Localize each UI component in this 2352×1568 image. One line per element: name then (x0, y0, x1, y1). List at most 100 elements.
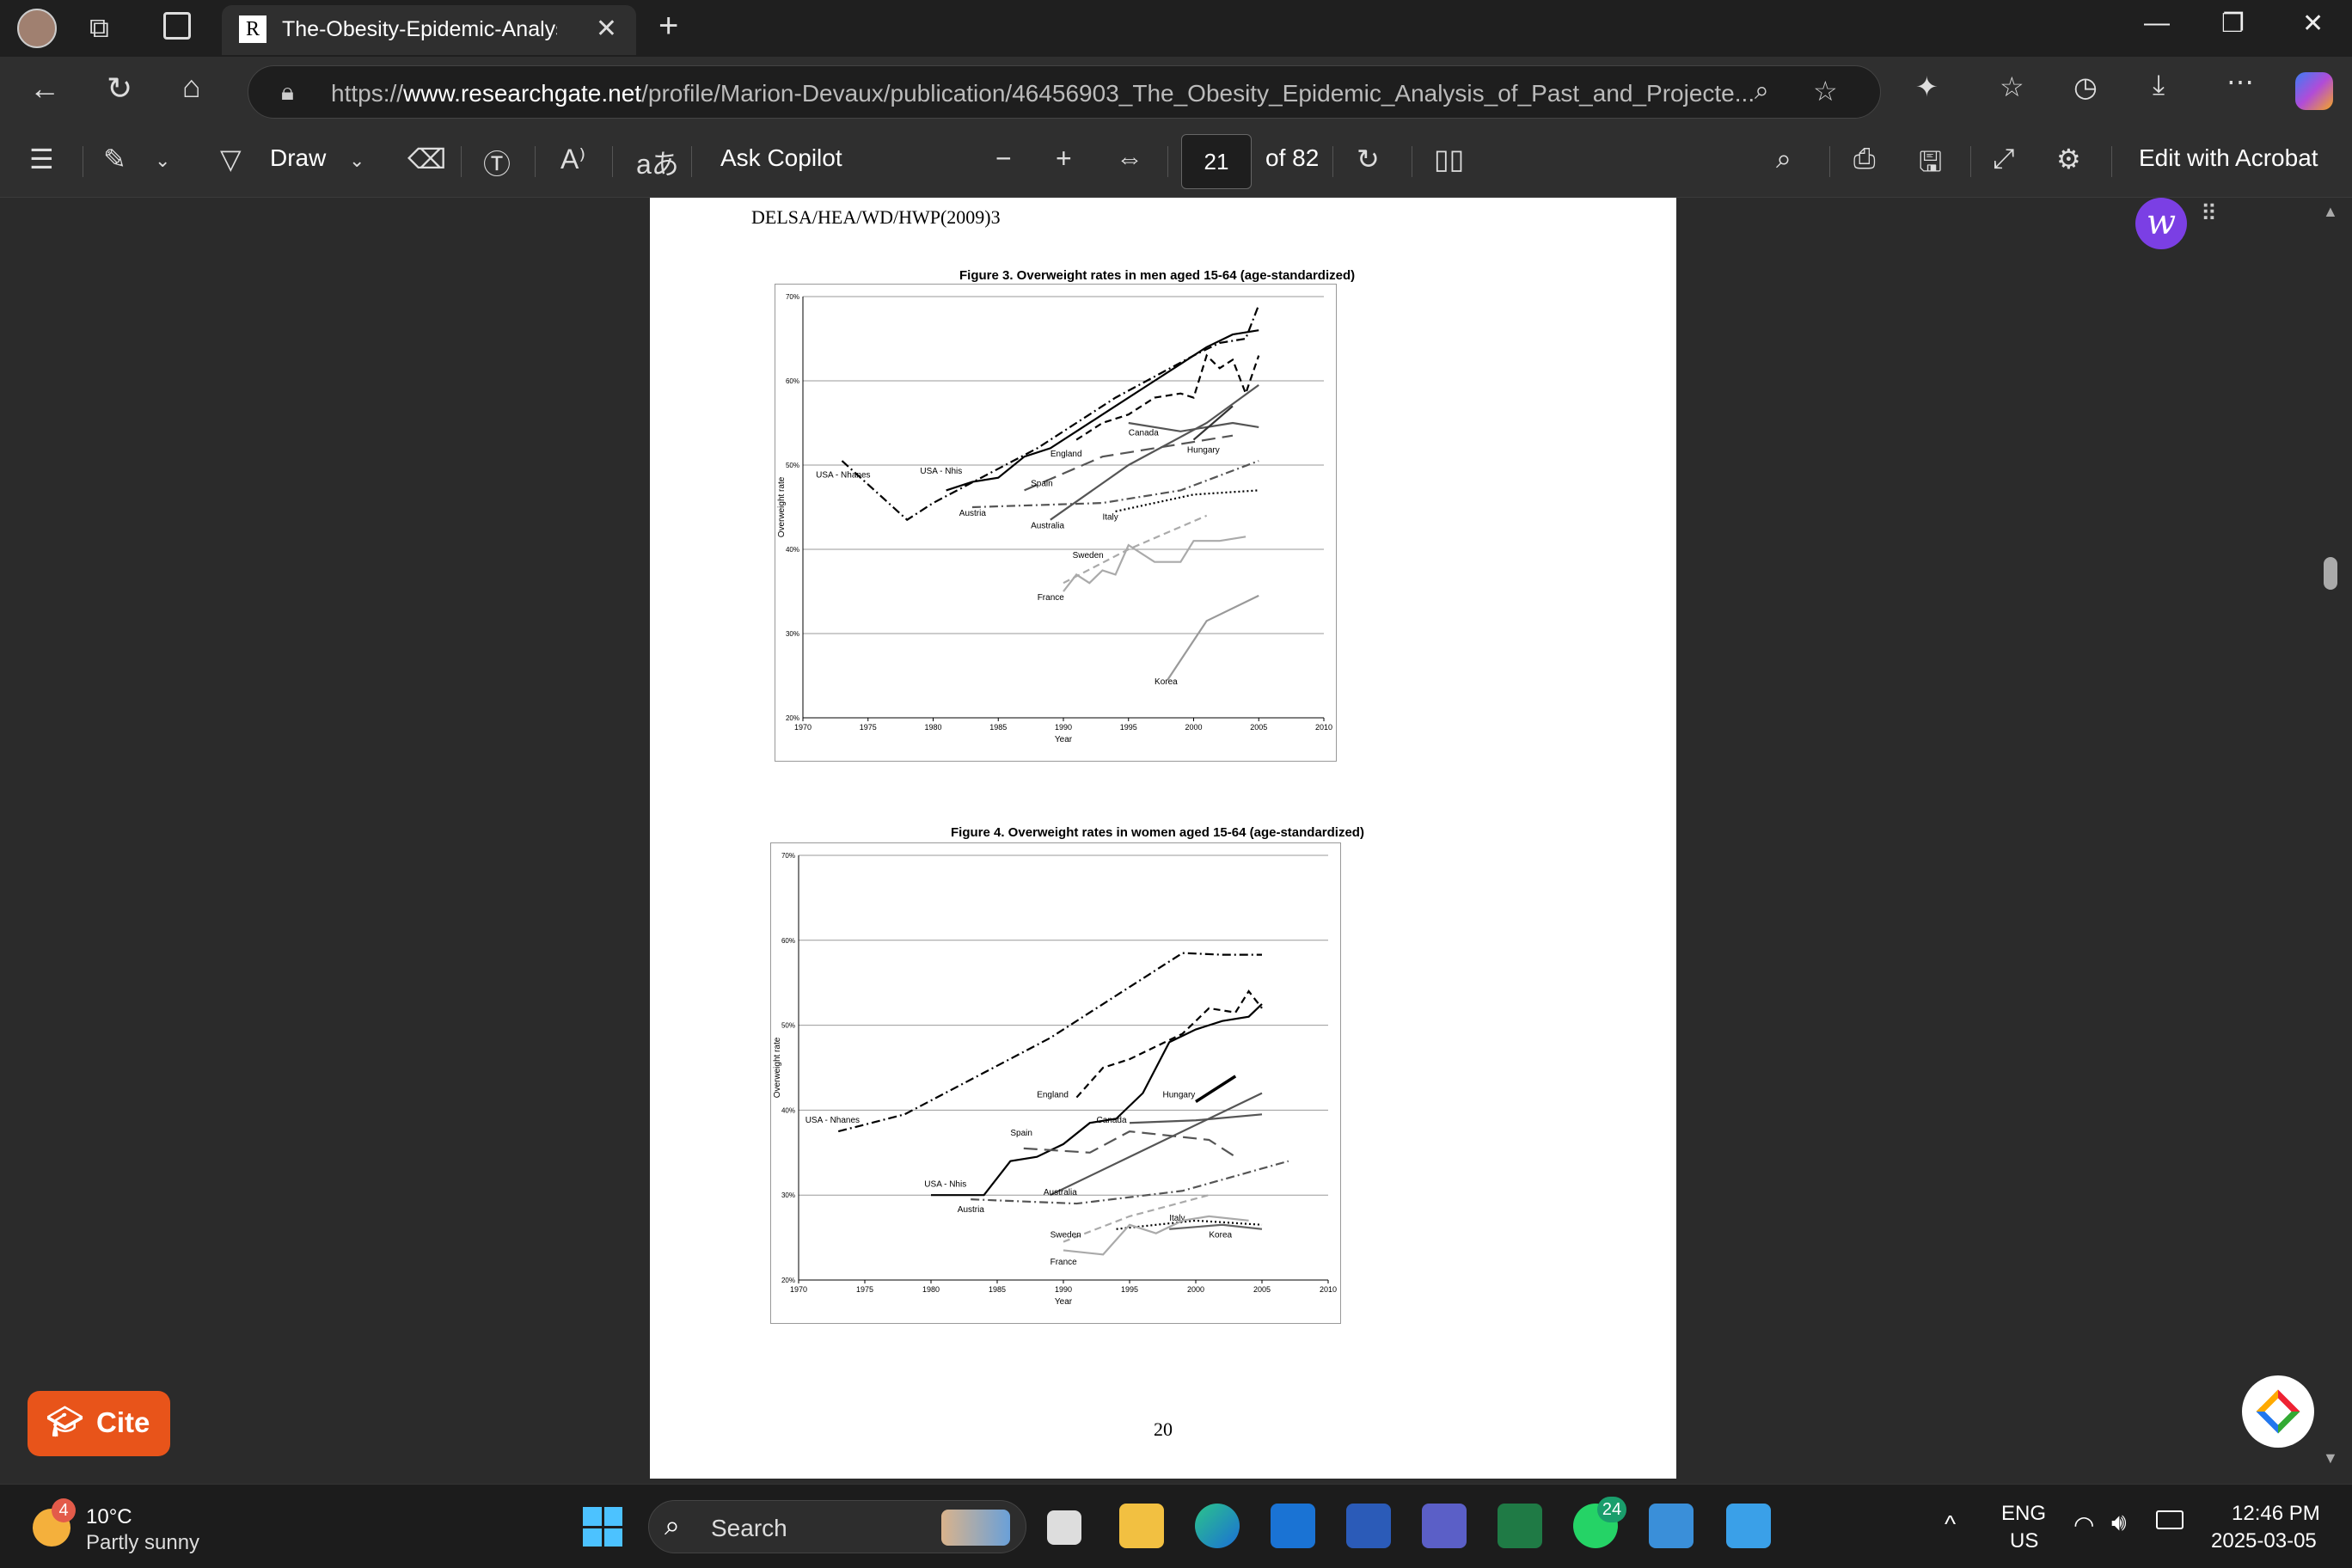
print-icon[interactable]: ⎙ (1853, 143, 1876, 174)
close-tab-icon[interactable]: ✕ (595, 15, 617, 43)
extensions-icon[interactable]: ✦ (1915, 71, 1939, 102)
series-label: Australia (1044, 1188, 1077, 1197)
edit-with-acrobat-button[interactable]: Edit with Acrobat (2139, 144, 2318, 171)
page-view-icon[interactable]: ▯▯ (1434, 144, 1465, 175)
start-button[interactable] (583, 1507, 622, 1547)
rotate-icon[interactable]: ↻ (1357, 144, 1380, 175)
profile-avatar[interactable] (17, 9, 57, 48)
edge-icon[interactable] (1195, 1504, 1240, 1548)
excel-icon[interactable] (1498, 1504, 1542, 1548)
series-line-usa-nhanes (841, 304, 1260, 522)
series-line-sweden (1063, 1194, 1210, 1243)
figure-3-chart: 20% 30% 40% 50% 60% 70% 1970 1975 1980 1985 1990 19… (777, 293, 1332, 744)
zoom-in-icon[interactable]: + (1056, 143, 1072, 174)
y-tick-label: 60% (781, 937, 795, 945)
refresh-icon[interactable]: ↻ (107, 70, 133, 106)
more-icon[interactable]: ⋯ (2226, 66, 2254, 97)
series-line-england (1075, 989, 1263, 1099)
new-tab-button[interactable]: + (658, 7, 679, 45)
y-tick-label: 20% (781, 1277, 795, 1284)
workspaces-icon[interactable]: ⧉ (89, 12, 109, 43)
fit-width-icon[interactable]: ⇔ (1116, 143, 1143, 174)
series-label: USA - Nhanes (805, 1116, 860, 1125)
read-aloud-icon[interactable]: A⁾ (560, 144, 586, 175)
url-text: https://www.researchgate.net/profile/Mar… (331, 80, 1758, 107)
settings-gear-icon[interactable]: ⚙ (2056, 144, 2081, 175)
task-view-icon[interactable] (1047, 1510, 1081, 1545)
text-box-icon[interactable]: Ⓣ (483, 149, 511, 180)
series-line-hungary (1192, 405, 1234, 441)
back-icon[interactable]: ← (29, 70, 60, 106)
word-icon[interactable] (1346, 1504, 1391, 1548)
series-line-usa-nhanes (837, 952, 1262, 1133)
copilot-icon[interactable] (2295, 72, 2333, 110)
series-line-france (1063, 536, 1246, 592)
search-icon[interactable]: ⌕ (1776, 143, 1792, 174)
y-tick-label: 50% (786, 462, 799, 469)
restore-button[interactable]: ❐ (2221, 9, 2245, 38)
zoom-icon[interactable]: ⌕ (1755, 77, 1769, 105)
writing-assistant-icon[interactable]: w (2135, 198, 2187, 249)
battery-icon[interactable] (2156, 1510, 2184, 1529)
vertical-tabs-icon[interactable] (163, 12, 191, 40)
downloads-icon[interactable]: ⤓ (2153, 69, 2165, 100)
search-icon: ⌕ (665, 1510, 680, 1540)
zoom-out-icon[interactable]: − (995, 143, 1012, 174)
page-number: 20 (1154, 1418, 1173, 1440)
clock-time[interactable]: 12:46 PM (2232, 1502, 2320, 1525)
language-top[interactable]: ENG (2001, 1502, 2047, 1525)
home-icon[interactable]: ⌂ (182, 69, 201, 104)
fullscreen-icon[interactable]: ⤢ (1993, 143, 2015, 174)
x-tick-label: 2010 (1315, 723, 1332, 732)
draw-button[interactable]: Draw (270, 144, 327, 171)
wifi-icon[interactable]: ◠ (2073, 1511, 2095, 1538)
highlight-icon[interactable]: ✎ (103, 144, 126, 175)
save-icon[interactable]: 🖫 (1919, 146, 1943, 177)
figure-3-caption: Figure 3. Overweight rates in men aged 1… (959, 268, 1356, 283)
x-tick-label: 2000 (1185, 723, 1202, 732)
outlook-icon[interactable] (1271, 1504, 1315, 1548)
weather-widget[interactable]: 4 10°C Partly sunny (26, 1497, 224, 1557)
lock-icon[interactable]: 🔒︎ (281, 78, 294, 105)
series-label: Korea (1155, 677, 1178, 687)
assistant-badge-icon[interactable] (2242, 1375, 2314, 1448)
history-icon[interactable]: ◷ (2073, 71, 2098, 102)
notepad-icon[interactable] (1649, 1504, 1694, 1548)
show-hidden-icons[interactable]: ^ (1945, 1510, 1957, 1537)
ask-copilot-button[interactable]: Ask Copilot (720, 144, 842, 171)
chevron-down-icon[interactable]: ⌄ (349, 150, 365, 171)
favorite-star-icon[interactable]: ☆ (1813, 76, 1838, 107)
eraser-icon[interactable]: ⌫ (407, 144, 447, 175)
pdf-page: DELSA/HEA/WD/HWP(2009)3 Figure 3. Overwe… (650, 198, 1676, 1479)
language-bottom[interactable]: US (2010, 1529, 2039, 1553)
drag-handle-icon[interactable]: ⠿ (2201, 200, 2218, 226)
close-window-button[interactable]: ✕ (2302, 9, 2324, 38)
figure-4-frame: 20% 30% 40% 50% 60% 70% 1970 1975 1980 1985 1990 19… (770, 842, 1341, 1324)
scroll-down-icon[interactable]: ▼ (2323, 1449, 2338, 1467)
url-field[interactable]: 🔒︎ https://www.researchgate.net/profile/… (248, 65, 1881, 119)
page-number-input[interactable]: 21 (1181, 134, 1252, 189)
teams-icon[interactable] (1422, 1504, 1467, 1548)
scroll-thumb[interactable] (2324, 557, 2337, 590)
translate-icon[interactable]: aあ (636, 149, 679, 180)
taskbar-search[interactable]: ⌕ Search (648, 1500, 1026, 1553)
minimize-button[interactable]: — (2144, 9, 2170, 37)
researchgate-icon: R (239, 15, 266, 43)
y-tick-label: 30% (781, 1191, 795, 1199)
volume-icon[interactable]: 🔊︎ (2111, 1509, 2127, 1535)
tab-active[interactable]: R The-Obesity-Epidemic-Analysis-o ✕ (222, 5, 636, 55)
draw-icon[interactable]: ▽ (220, 144, 242, 175)
contents-icon[interactable]: ☰ (29, 144, 54, 175)
series-label: USA - Nhanes (816, 471, 870, 481)
file-explorer-icon[interactable] (1119, 1504, 1164, 1548)
cite-button[interactable]: 🎓︎ Cite (28, 1391, 170, 1456)
series-label: Canada (1097, 1116, 1127, 1125)
photos-icon[interactable] (1726, 1504, 1771, 1548)
scroll-up-icon[interactable]: ▲ (2323, 203, 2338, 220)
series-label: France (1050, 1258, 1078, 1267)
scrollbar[interactable]: ▲ ▼ (2316, 198, 2345, 1479)
chevron-down-icon[interactable]: ⌄ (155, 150, 171, 171)
favorites-icon[interactable]: ☆ (2000, 71, 2024, 102)
clock-date[interactable]: 2025-03-05 (2211, 1529, 2317, 1553)
x-tick-label: 1975 (856, 1285, 873, 1294)
